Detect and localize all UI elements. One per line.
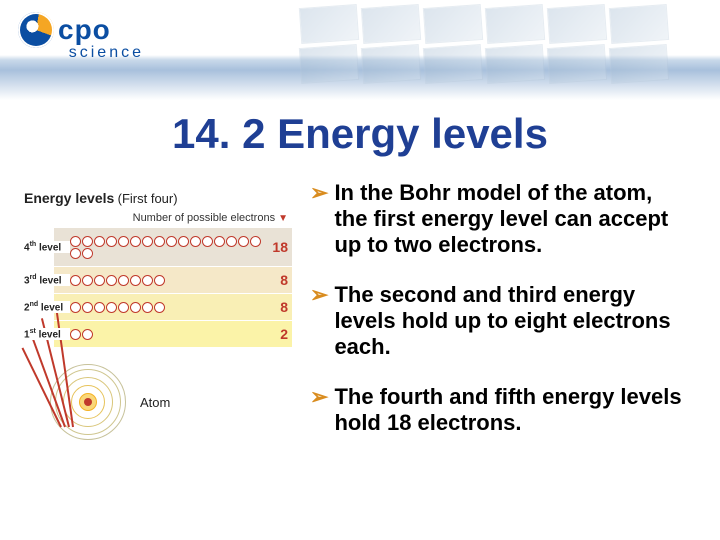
chevron-icon: ➢ bbox=[310, 282, 328, 308]
level-label: 1st level bbox=[24, 328, 70, 340]
electron-circles bbox=[70, 235, 268, 260]
electron-circles bbox=[70, 328, 268, 341]
header-banner: cpo science bbox=[0, 0, 720, 100]
diagram-heading: Energy levels (First four) bbox=[24, 190, 292, 206]
level-count: 18 bbox=[268, 239, 292, 255]
bullet-item: ➢The fourth and fifth energy levels hold… bbox=[310, 384, 690, 436]
bullet-item: ➢In the Bohr model of the atom, the firs… bbox=[310, 180, 690, 258]
atom-label: Atom bbox=[140, 395, 170, 410]
level-label: 3rd level bbox=[24, 274, 70, 286]
level-row: 2nd level 8 bbox=[24, 294, 292, 320]
content-area: Energy levels (First four) Number of pos… bbox=[0, 180, 720, 540]
atom-nucleus-icon bbox=[84, 398, 92, 406]
diagram-subheading: Number of possible electrons▼ bbox=[24, 212, 288, 224]
bullet-item: ➢The second and third energy levels hold… bbox=[310, 282, 690, 360]
chevron-icon: ➢ bbox=[310, 180, 328, 206]
level-count: 2 bbox=[268, 326, 292, 342]
level-row: 3rd level 8 bbox=[24, 267, 292, 293]
header-bg-collage bbox=[300, 6, 680, 84]
level-row: 4th level 18 bbox=[24, 228, 292, 266]
level-row: 1st level 2 bbox=[24, 321, 292, 347]
logo: cpo science bbox=[18, 12, 148, 62]
energy-levels-diagram: Energy levels (First four) Number of pos… bbox=[0, 180, 300, 540]
logo-swirl-icon bbox=[18, 12, 54, 48]
logo-text-top: cpo bbox=[58, 14, 111, 46]
level-count: 8 bbox=[268, 272, 292, 288]
electron-circles bbox=[70, 301, 268, 314]
chevron-icon: ➢ bbox=[310, 384, 328, 410]
bullet-text: The fourth and fifth energy levels hold … bbox=[334, 384, 690, 436]
diagram-atom-area: Atom bbox=[24, 357, 292, 447]
level-label: 2nd level bbox=[24, 301, 70, 313]
level-count: 8 bbox=[268, 299, 292, 315]
level-label: 4th level bbox=[24, 241, 70, 253]
slide-title: 14. 2 Energy levels bbox=[0, 110, 720, 158]
bullet-list: ➢In the Bohr model of the atom, the firs… bbox=[300, 180, 720, 540]
bullet-text: The second and third energy levels hold … bbox=[334, 282, 690, 360]
atom-rings-icon bbox=[50, 364, 126, 440]
bullet-text: In the Bohr model of the atom, the first… bbox=[334, 180, 690, 258]
electron-circles bbox=[70, 274, 268, 287]
diagram-rows: 4th level 18 3rd level 8 2nd level 8 1st level… bbox=[24, 228, 292, 347]
